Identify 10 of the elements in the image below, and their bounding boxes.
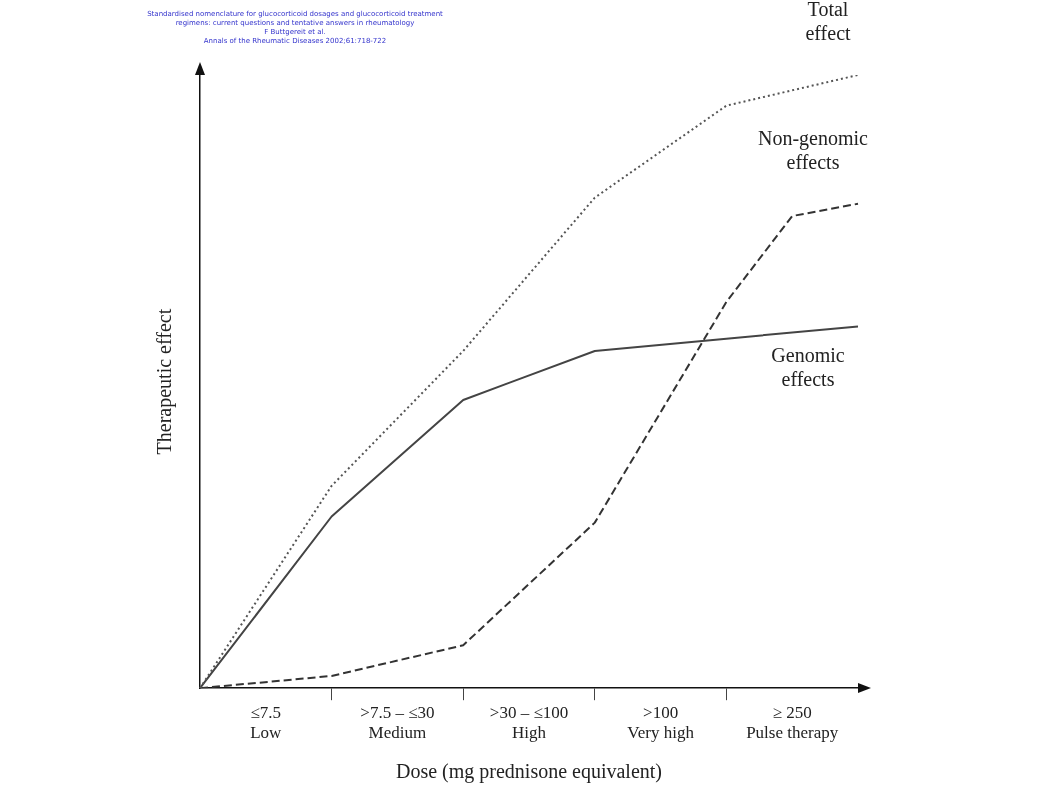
- x-tick-label: >100 Very high: [627, 702, 695, 743]
- x-tick-label: >30 – ≤100 High: [489, 702, 569, 743]
- x-axis-title: Dose (mg prednisone equivalent): [395, 760, 663, 784]
- x-tick-label: ≥ 250 Pulse therapy: [746, 702, 839, 743]
- series-label: Total effect: [805, 0, 852, 45]
- series-label: Non-genomic effects: [758, 127, 869, 174]
- x-tick-label: ≤7.5 Low: [250, 702, 283, 743]
- series-label: Genomic effects: [771, 343, 845, 390]
- x-tick-label: >7.5 – ≤30 Medium: [360, 702, 435, 743]
- y-axis-title: Therapeutic effect: [153, 308, 177, 455]
